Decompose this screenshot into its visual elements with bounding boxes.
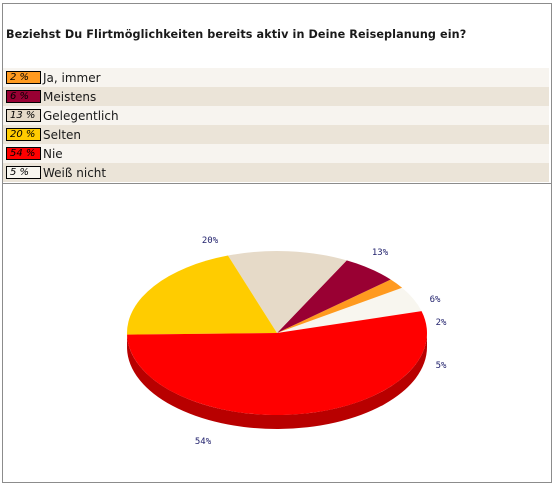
poll-question: Beziehst Du Flirtmöglichkeiten bereits a… <box>6 28 467 41</box>
legend-pct-box: 6 % <box>6 90 41 103</box>
legend-label: Nie <box>43 146 63 161</box>
pie-label-3: 20% <box>202 236 219 246</box>
pie-slice-0 <box>277 279 403 333</box>
legend-label: Ja, immer <box>43 70 101 85</box>
legend-row-weiss-nicht: 5 % Weiß nicht <box>3 163 549 182</box>
legend-label: Meistens <box>43 89 97 104</box>
pie-label-2: 13% <box>372 248 389 258</box>
legend-label: Gelegentlich <box>43 108 119 123</box>
pie-label-5: 5% <box>436 361 447 371</box>
pie-label-4: 54% <box>195 437 212 447</box>
legend-pct-box: 54 % <box>6 147 41 160</box>
legend-pct-box: 13 % <box>6 109 41 122</box>
section-divider <box>2 183 552 184</box>
pie-label-0: 2% <box>436 318 447 328</box>
legend-row-selten: 20 % Selten <box>3 125 549 144</box>
legend-pct-box: 2 % <box>6 71 41 84</box>
legend-label: Weiß nicht <box>43 165 107 180</box>
legend-row-nie: 54 % Nie <box>3 144 549 163</box>
pie-label-1: 6% <box>430 295 441 305</box>
pie-side-4 <box>127 333 427 430</box>
legend-row-gelegentlich: 13 % Gelegentlich <box>3 106 549 125</box>
pie-slice-3 <box>126 255 277 335</box>
legend-label: Selten <box>43 127 82 142</box>
legend-row-ja-immer: 2 % Ja, immer <box>3 68 549 87</box>
pie-slice-1 <box>277 260 391 333</box>
pie-slice-5 <box>277 287 422 333</box>
pie-slice-2 <box>227 251 347 333</box>
pie-slice-4 <box>127 311 427 416</box>
legend-row-meistens: 6 % Meistens <box>3 87 549 106</box>
legend: 2 % Ja, immer 6 % Meistens 13 % Gelegent… <box>3 68 549 182</box>
legend-pct-box: 20 % <box>6 128 41 141</box>
legend-pct-box: 5 % <box>6 166 41 179</box>
